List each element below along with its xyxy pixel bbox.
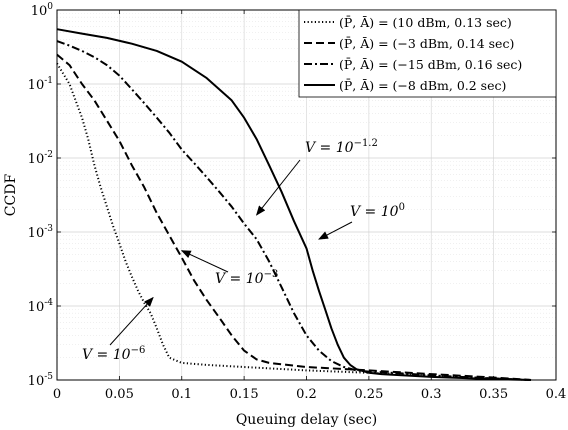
x-tick-label: 0.4 <box>546 387 567 402</box>
x-tick-label: 0.25 <box>354 387 383 402</box>
annotation-arrow <box>255 159 301 216</box>
legend-label-1: (P̄, Ā) = (10 dBm, 0.13 sec) <box>339 15 512 30</box>
annotations: V = 10−1.2 V = 100 V = 10−3 V = 10−6 <box>82 138 405 363</box>
annotation-label: V = 10−1.2 <box>305 138 378 156</box>
ticks: 0 0.05 0.1 0.15 0.2 0.25 0.3 0.35 0.4 10-5 10-4 10-… <box>28 2 567 402</box>
x-tick-label: 0 <box>53 387 61 402</box>
series-line-4 <box>56 28 532 381</box>
legend-label-3: (P̄, Ā) = (−15 dBm, 0.16 sec) <box>339 57 522 72</box>
annotation-arrow <box>180 250 229 273</box>
annotation-label: V = 10−6 <box>82 345 145 363</box>
legend-label-4: (P̄, Ā) = (−8 dBm, 0.2 sec) <box>339 78 506 93</box>
series-line-3 <box>56 40 532 381</box>
legend-label-2: (P̄, Ā) = (−3 dBm, 0.14 sec) <box>339 36 514 51</box>
series-line-2 <box>56 53 532 381</box>
y-tick-label: 10-5 <box>28 372 54 389</box>
annotation-label: V = 10−3 <box>215 269 278 287</box>
legend-box <box>298 9 557 98</box>
y-axis-label: CCDF <box>3 174 19 217</box>
x-axis-label: Queuing delay (sec) <box>236 412 377 428</box>
legend: (P̄, Ā) = (10 dBm, 0.13 sec) (P̄, Ā) = (−… <box>298 9 557 98</box>
annotation-label: V = 100 <box>350 202 405 220</box>
annotation-arrow <box>318 221 353 240</box>
x-tick-label: 0.2 <box>296 387 317 402</box>
x-tick-label: 0.15 <box>230 387 259 402</box>
x-tick-label: 0.35 <box>479 387 508 402</box>
y-tick-label: 100 <box>31 2 54 19</box>
x-tick-label: 0.3 <box>421 387 442 402</box>
annotation-arrow <box>109 296 154 346</box>
x-tick-label: 0.05 <box>105 387 134 402</box>
x-tick-label: 0.1 <box>171 387 192 402</box>
y-tick-label: 10-3 <box>28 224 54 241</box>
y-tick-label: 10-2 <box>28 150 53 167</box>
y-tick-label: 10-1 <box>28 76 53 93</box>
y-tick-label: 10-4 <box>28 298 54 315</box>
